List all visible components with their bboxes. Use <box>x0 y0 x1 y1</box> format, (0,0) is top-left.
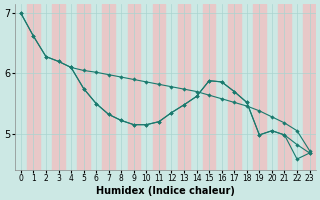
Bar <box>52 4 65 170</box>
Bar <box>253 4 266 170</box>
Bar <box>278 4 291 170</box>
Bar <box>77 4 90 170</box>
Bar <box>178 4 190 170</box>
Bar <box>303 4 316 170</box>
Bar <box>153 4 165 170</box>
Bar <box>102 4 115 170</box>
Bar <box>27 4 40 170</box>
X-axis label: Humidex (Indice chaleur): Humidex (Indice chaleur) <box>96 186 235 196</box>
Bar <box>228 4 241 170</box>
Bar <box>203 4 215 170</box>
Bar <box>128 4 140 170</box>
